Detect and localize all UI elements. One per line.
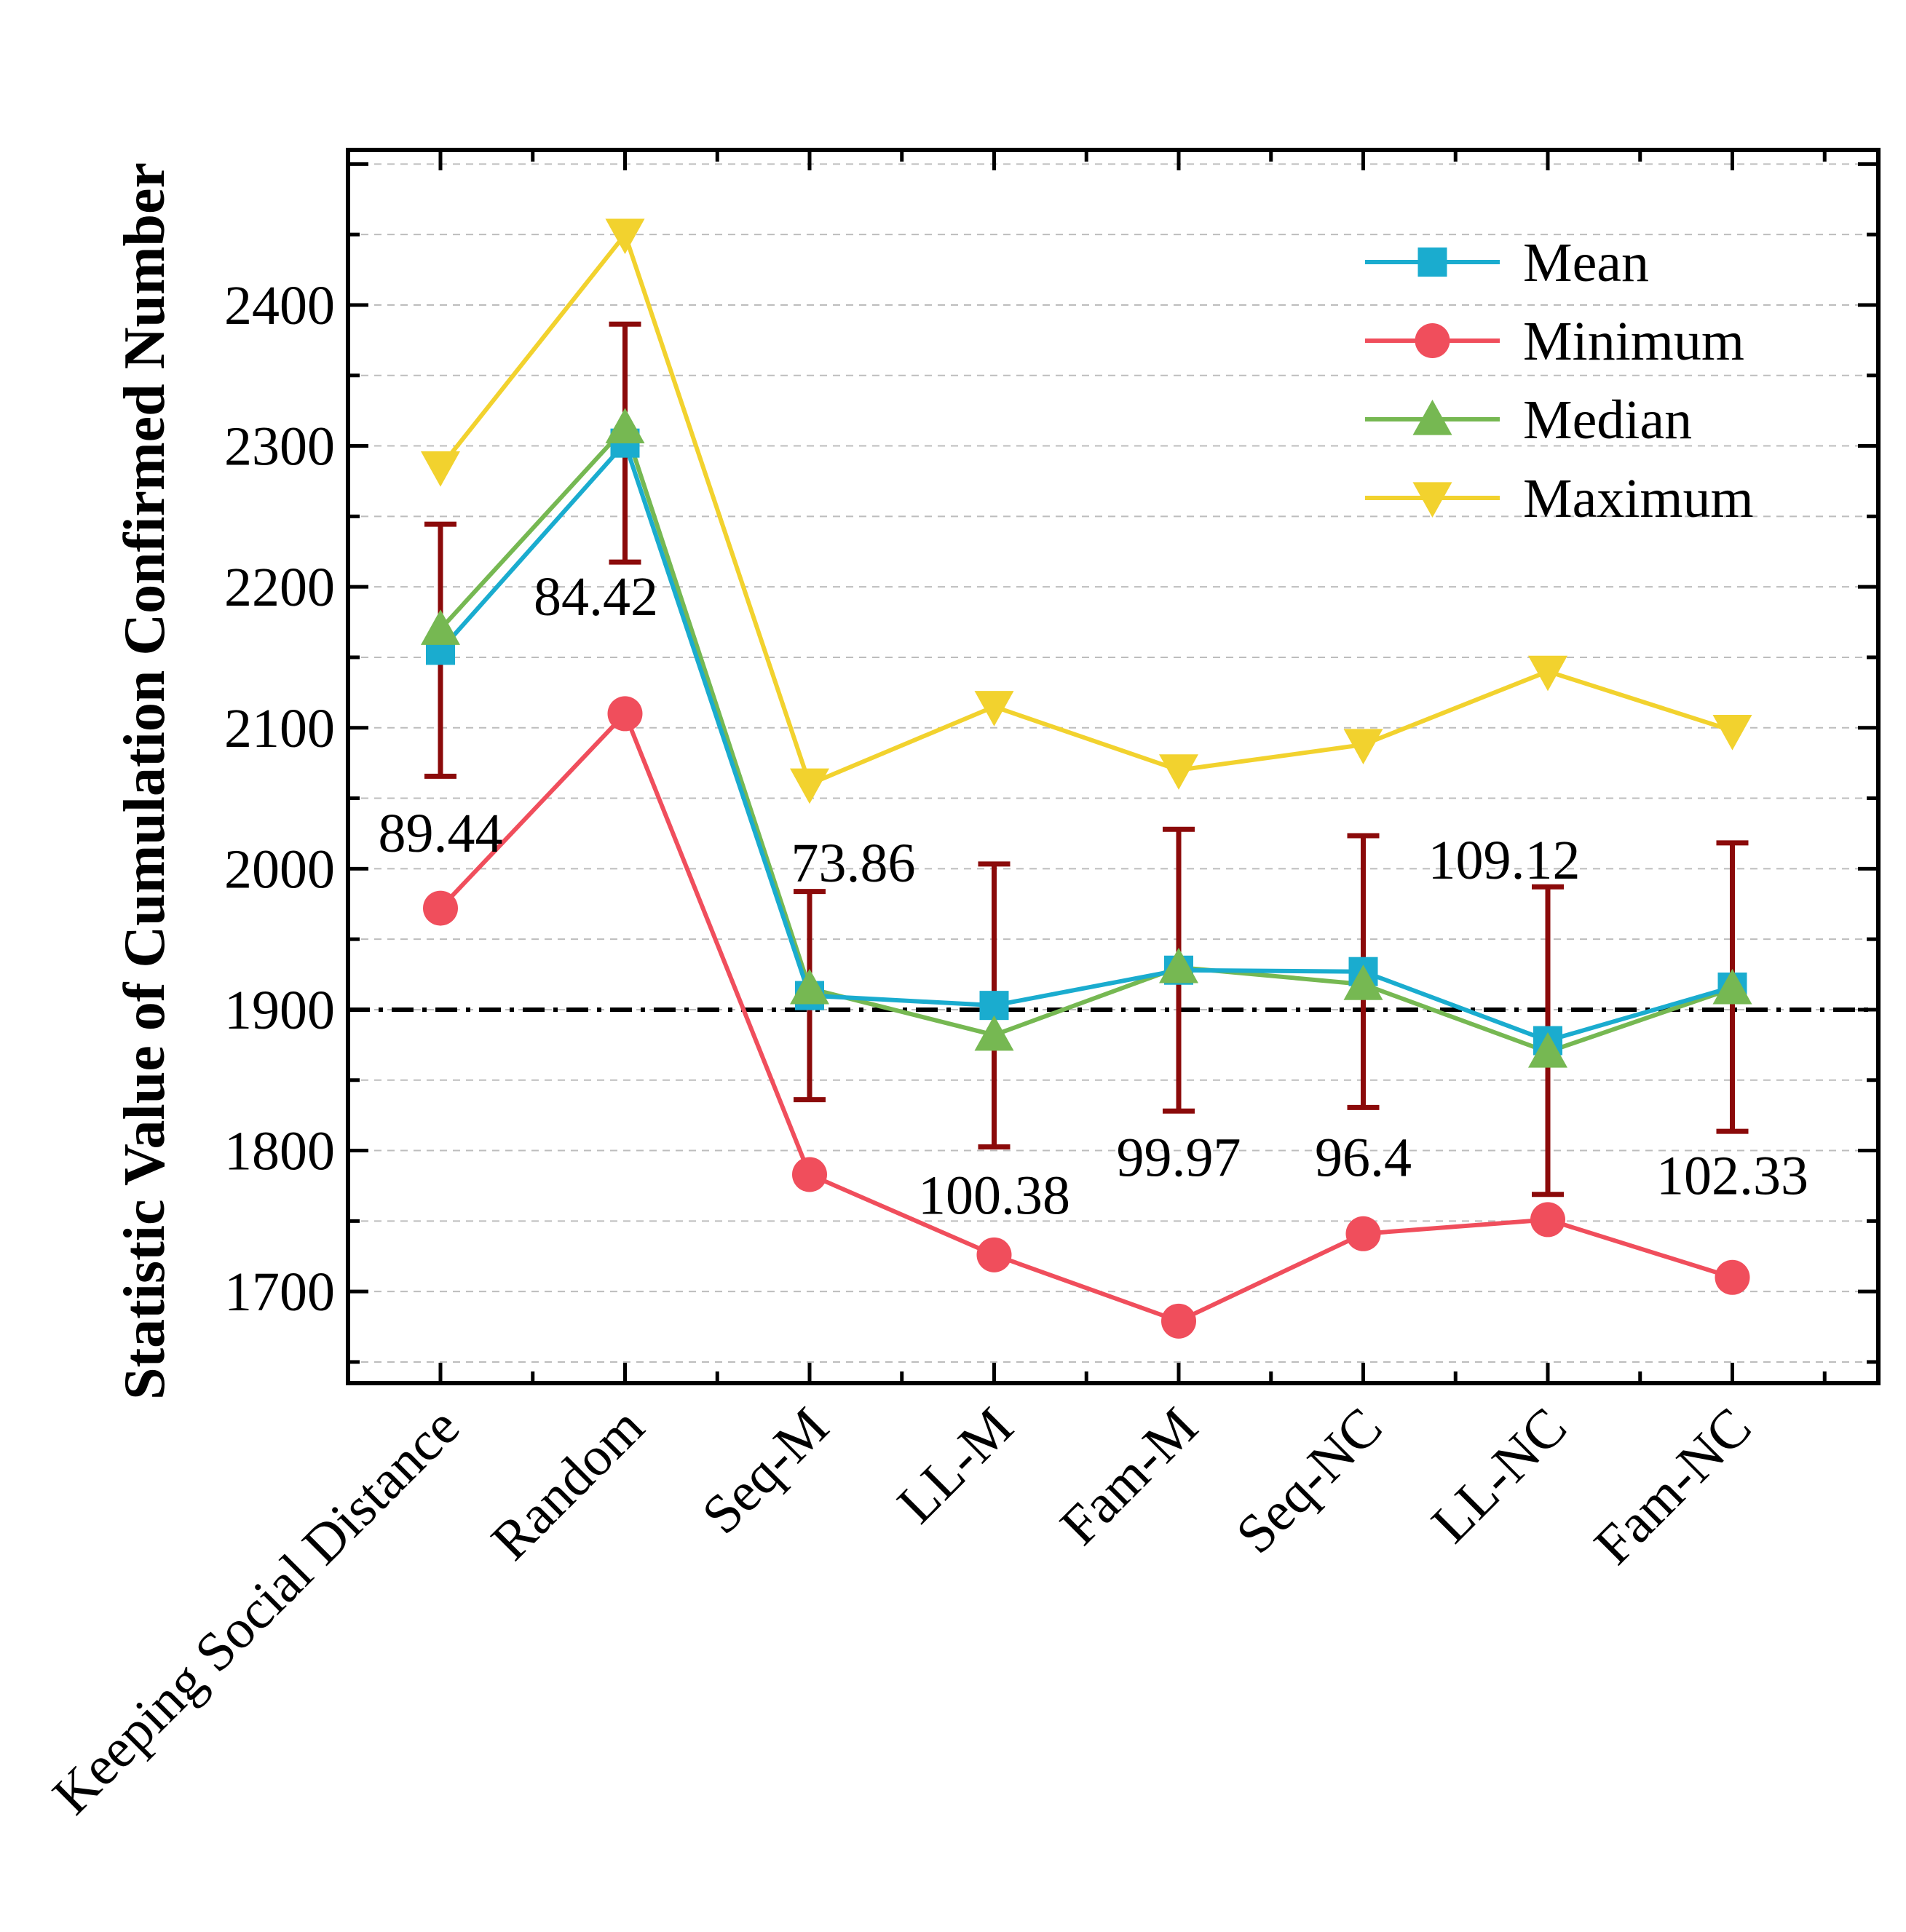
error-bar-label: 89.44 (379, 803, 503, 864)
point-median (1528, 1032, 1567, 1068)
point-mean (979, 991, 1009, 1021)
point-maximum (1343, 729, 1383, 764)
point-minimum (976, 1237, 1012, 1272)
legend-marker-minimum (1415, 323, 1450, 358)
point-maximum (790, 768, 829, 804)
series-line-median (438, 423, 1733, 1055)
point-median (974, 1015, 1014, 1051)
legend-label-maximum: Maximum (1523, 468, 1754, 529)
point-median (421, 609, 460, 645)
point-maximum (605, 218, 645, 255)
y-tick-label: 2300 (224, 416, 335, 478)
x-tick-label: Seq-M (690, 1396, 840, 1546)
point-median (605, 408, 645, 443)
error-bar-label: 109.12 (1428, 830, 1581, 891)
y-tick-label: 2400 (224, 275, 335, 336)
series-line-maximum (438, 229, 1733, 788)
x-tick-label: Fam-NC (1583, 1396, 1763, 1576)
series-line-mean (438, 438, 1733, 1043)
error-bar-label: 99.97 (1117, 1127, 1241, 1188)
x-tick-label: LL-NC (1420, 1396, 1578, 1555)
error-bar-label: 100.38 (918, 1165, 1070, 1227)
error-bar-label: 84.42 (534, 566, 658, 627)
y-tick-label: 1900 (224, 980, 335, 1041)
point-median (1712, 968, 1752, 1005)
y-tick-label: 1700 (224, 1262, 335, 1323)
x-tick-label: Random (480, 1396, 656, 1572)
legend-label-minimum: Minimum (1523, 311, 1744, 372)
point-minimum (1530, 1202, 1565, 1238)
error-bar-label: 102.33 (1656, 1146, 1808, 1207)
plot-frame (346, 148, 1881, 1385)
point-maximum (1159, 754, 1198, 790)
x-tick-label: Keeping Social Distance (41, 1396, 471, 1826)
x-tick-label: Fam-M (1048, 1396, 1209, 1557)
x-tick-label: LL-M (886, 1396, 1025, 1535)
error-bar-label: 96.4 (1315, 1127, 1412, 1188)
y-tick-label: 2000 (224, 839, 335, 900)
y-tick-label: 1800 (224, 1121, 335, 1182)
legend-label-median: Median (1523, 389, 1692, 451)
series-line-minimum (438, 709, 1733, 1324)
point-maximum (974, 691, 1014, 727)
point-maximum (421, 451, 460, 487)
point-minimum (792, 1157, 827, 1192)
legend-marker-mean (1417, 248, 1447, 277)
point-minimum (1345, 1216, 1381, 1251)
x-tick-label: Seq-NC (1225, 1396, 1394, 1566)
y-axis-title: Statistic Value of Cumulation Confirmed … (113, 162, 177, 1400)
point-median (1343, 965, 1383, 1000)
point-maximum (1528, 655, 1567, 692)
point-minimum (607, 696, 643, 732)
legend-marker-median (1412, 400, 1452, 435)
legend-marker-maximum (1412, 482, 1452, 518)
point-minimum (1715, 1259, 1750, 1295)
legend-label-mean: Mean (1523, 232, 1649, 293)
point-median (790, 968, 829, 1005)
point-minimum (1161, 1303, 1196, 1339)
point-maximum (1712, 715, 1752, 751)
y-tick-label: 2100 (224, 698, 335, 759)
error-bar-label: 73.86 (791, 833, 916, 894)
y-tick-label: 2200 (224, 557, 335, 618)
point-median (1159, 947, 1198, 983)
point-minimum (423, 890, 458, 926)
